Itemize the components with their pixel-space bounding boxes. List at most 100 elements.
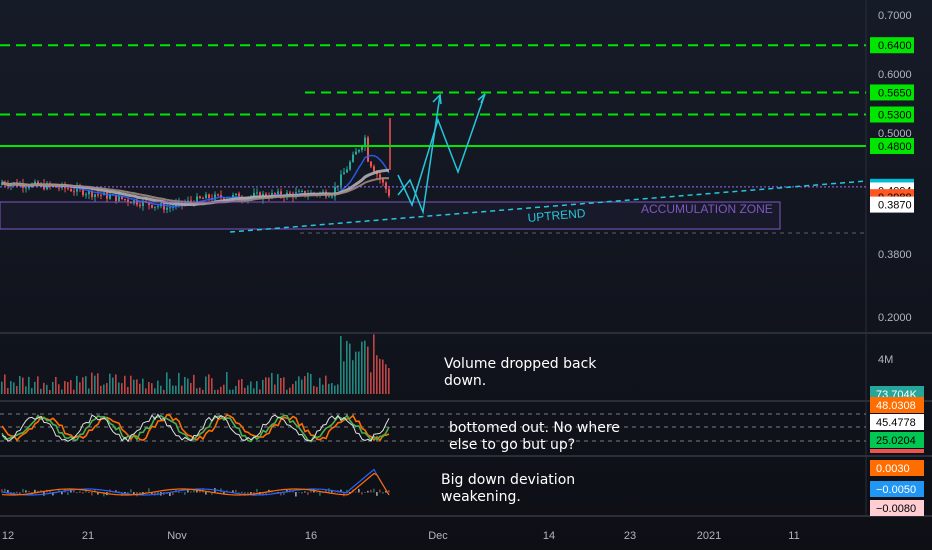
volume-bar — [70, 380, 72, 394]
oscillator-badge — [870, 432, 924, 448]
candle-body — [385, 182, 387, 190]
deviation-bar — [67, 492, 69, 495]
deviation-bar — [304, 491, 306, 493]
candle-body — [367, 137, 369, 162]
volume-bar — [175, 385, 177, 394]
deviation-bar — [118, 491, 120, 493]
volume-bar — [208, 374, 210, 394]
volume-bar — [28, 376, 30, 394]
volume-bar — [121, 383, 123, 394]
volume-bar — [115, 374, 117, 394]
candle-body — [352, 154, 354, 163]
time-tick-label: 11 — [788, 530, 799, 542]
volume-bar — [343, 361, 345, 394]
price-badge — [870, 138, 914, 154]
volume-pane — [1, 334, 390, 394]
volume-bar — [31, 388, 33, 394]
time-tick-label: 12 — [2, 530, 14, 542]
deviation-bar — [277, 491, 279, 493]
deviation-bar — [301, 492, 303, 494]
volume-bar — [277, 374, 279, 394]
volume-bar — [271, 372, 273, 394]
volume-bar — [13, 382, 15, 394]
candle-body — [337, 185, 339, 187]
volume-bar — [91, 372, 93, 394]
candle-body — [223, 197, 225, 201]
deviation-bar — [172, 492, 174, 496]
volume-bar — [25, 386, 27, 394]
candle-body — [355, 151, 357, 155]
volume-bar — [247, 385, 249, 394]
volume-bar — [352, 360, 354, 394]
candle-body — [166, 207, 168, 210]
deviation-bar — [169, 492, 171, 497]
deviation-bar — [94, 488, 96, 493]
volume-bar — [316, 386, 318, 394]
deviation-bar — [298, 492, 300, 493]
candle-body — [274, 192, 276, 195]
candle-body — [382, 179, 384, 183]
deviation-bar — [73, 489, 75, 493]
deviation-bar — [259, 492, 261, 496]
candle-body — [82, 189, 84, 196]
candle-body — [232, 194, 234, 199]
volume-bar — [280, 378, 282, 394]
candle-body — [67, 188, 69, 190]
candle-body — [388, 189, 390, 196]
deviation-bar — [139, 492, 141, 494]
deviation-badge — [870, 500, 924, 516]
price-badge-label: 0.4800 — [878, 141, 912, 153]
candle-body — [34, 181, 36, 184]
price-tick-label: 0.6000 — [878, 69, 912, 81]
volume-bar — [124, 375, 126, 394]
oscillator-badge-label: 45.4778 — [876, 417, 916, 429]
price-badge — [870, 196, 914, 213]
volume-bar — [265, 377, 267, 394]
oscillator-badge — [870, 414, 924, 430]
deviation-bar — [379, 489, 381, 493]
deviation-bar — [316, 492, 318, 493]
volume-bar — [7, 388, 9, 394]
oscillator-pane — [0, 413, 866, 443]
volume-bar — [22, 377, 24, 394]
deviation-note: Big down deviation weakening. — [441, 472, 641, 506]
candle-body — [343, 172, 345, 175]
volume-bar — [79, 382, 81, 394]
candle-body — [124, 198, 126, 200]
volume-bar — [52, 381, 54, 394]
deviation-bar — [292, 490, 294, 493]
candle-body — [73, 191, 75, 193]
volume-note-line: down. — [444, 373, 487, 389]
volume-bar — [88, 388, 90, 394]
deviation-bar — [19, 492, 21, 495]
volume-bar — [160, 385, 162, 394]
projection-path-2 — [397, 94, 441, 215]
time-tick-label: Nov — [167, 530, 187, 542]
candle-body — [361, 146, 363, 150]
price-tick-label: 0.7000 — [878, 10, 912, 22]
price-badge-label: 0.3870 — [878, 200, 912, 212]
deviation-bar — [181, 491, 183, 493]
volume-bar — [178, 372, 180, 394]
candle-body — [121, 195, 123, 199]
deviation-bar — [58, 489, 60, 493]
candle-body — [85, 194, 87, 196]
volume-bar — [388, 368, 390, 394]
deviation-bar — [349, 492, 351, 494]
volume-bar — [37, 376, 39, 394]
volume-bar — [319, 377, 321, 394]
volume-bar — [172, 385, 174, 394]
oscillator-badge-strip — [870, 449, 924, 453]
deviation-badge — [870, 460, 924, 476]
volume-bar — [358, 351, 360, 394]
projection-arrowhead-2 — [432, 93, 442, 105]
deviation-bar — [256, 488, 258, 493]
volume-bar — [235, 385, 237, 394]
deviation-bar — [37, 490, 39, 493]
volume-bar — [322, 384, 324, 394]
deviation-bar — [241, 491, 243, 493]
volume-bar — [133, 379, 135, 394]
deviation-bar — [319, 492, 321, 496]
volume-bar — [274, 384, 276, 394]
deviation-bar — [85, 489, 87, 493]
